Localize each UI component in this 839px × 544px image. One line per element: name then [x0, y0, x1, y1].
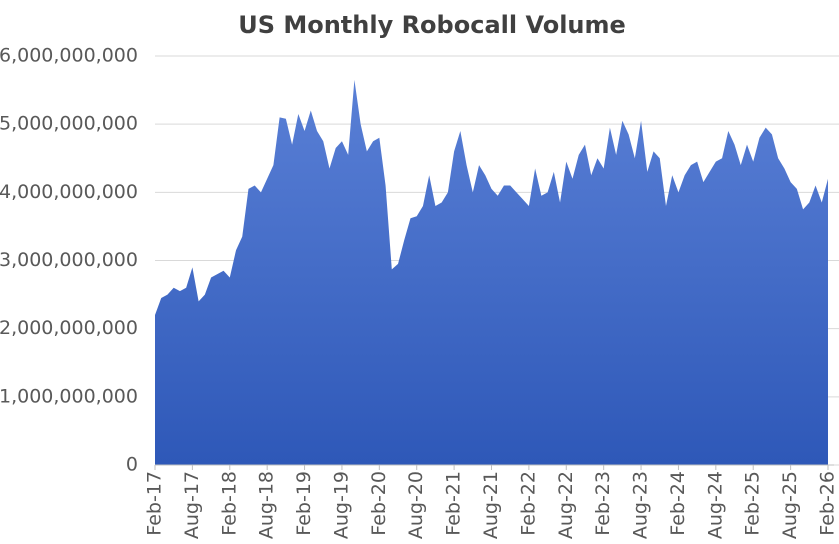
x-tick-label: Aug-20: [405, 471, 427, 539]
x-tick-label: Aug-23: [630, 471, 652, 539]
x-tick-label: Feb-26: [817, 471, 839, 536]
x-tick-label: Aug-19: [330, 471, 352, 539]
y-tick-label: 3,000,000,000: [0, 249, 138, 271]
y-tick-label: 4,000,000,000: [0, 181, 138, 203]
x-tick-label: Aug-21: [480, 471, 502, 539]
x-tick-label: Feb-21: [443, 471, 465, 536]
x-tick-label: Feb-17: [144, 471, 166, 536]
x-tick-label: Feb-22: [517, 471, 539, 536]
y-tick-label: 6,000,000,000: [0, 45, 138, 67]
x-tick-label: Aug-25: [779, 471, 801, 539]
x-tick-label: Feb-24: [667, 471, 689, 536]
x-tick-label: Feb-23: [592, 471, 614, 536]
x-tick-label: Aug-18: [256, 471, 278, 539]
area: [155, 79, 828, 465]
x-tick-label: Feb-19: [293, 471, 315, 536]
y-tick-label: 5,000,000,000: [0, 113, 138, 135]
y-tick-label: 1,000,000,000: [0, 385, 138, 407]
x-tick-label: Feb-25: [742, 471, 764, 536]
y-tick-label: 0: [126, 454, 138, 476]
x-tick-label: Aug-24: [704, 471, 726, 539]
y-tick-label: 2,000,000,000: [0, 317, 138, 339]
x-tick-label: Aug-22: [555, 471, 577, 539]
x-tick-label: Aug-17: [181, 471, 203, 539]
x-tick-label: Feb-20: [368, 471, 390, 536]
x-tick-label: Feb-18: [218, 471, 240, 536]
chart-title: US Monthly Robocall Volume: [238, 11, 626, 39]
